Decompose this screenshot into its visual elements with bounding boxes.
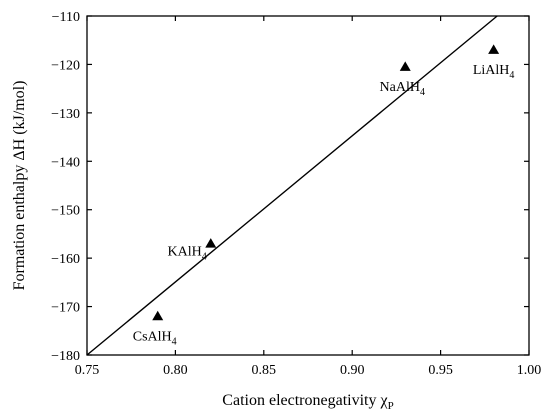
point-label: CsAlH4: [133, 329, 177, 347]
y-tick-label: −110: [52, 10, 80, 25]
point-label: LiAlH4: [473, 63, 515, 81]
point-marker: [488, 44, 500, 54]
point-marker: [205, 238, 217, 248]
point-marker: [399, 61, 411, 71]
y-tick-label: −150: [51, 204, 80, 219]
fit-line-group: [86, 15, 498, 356]
x-tick-label: 0.90: [340, 363, 365, 378]
point-label: KAlH4: [168, 245, 207, 263]
y-axis-ticks: −180 −170 −160 −150 −140 −130 −120 −110: [51, 10, 529, 364]
y-tick-label: −180: [51, 349, 80, 364]
x-tick-label: 1.00: [517, 363, 542, 378]
point-label: NaAlH4: [380, 80, 425, 98]
y-tick-label: −160: [51, 252, 80, 267]
y-tick-label: −170: [51, 301, 80, 316]
data-points: CsAlH4 KAlH4 NaAlH4 LiAlH4: [133, 44, 515, 347]
y-tick-label: −130: [51, 107, 80, 122]
x-tick-label: 0.80: [163, 363, 188, 378]
plot-frame: [86, 15, 530, 356]
x-tick-label: 0.75: [75, 363, 100, 378]
x-tick-label: 0.95: [428, 363, 453, 378]
y-axis-title: Formation enthalpy ΔH (kJ/mol): [11, 81, 28, 291]
x-tick-label: 0.85: [252, 363, 277, 378]
x-axis-ticks: 0.75 0.80 0.85 0.90 0.95 1.00: [75, 16, 542, 378]
x-axis-title: Cation electronegativity χP: [222, 392, 393, 412]
fit-line: [86, 15, 498, 356]
y-tick-label: −120: [51, 58, 80, 73]
point-marker: [152, 310, 164, 321]
y-tick-label: −140: [51, 155, 80, 170]
